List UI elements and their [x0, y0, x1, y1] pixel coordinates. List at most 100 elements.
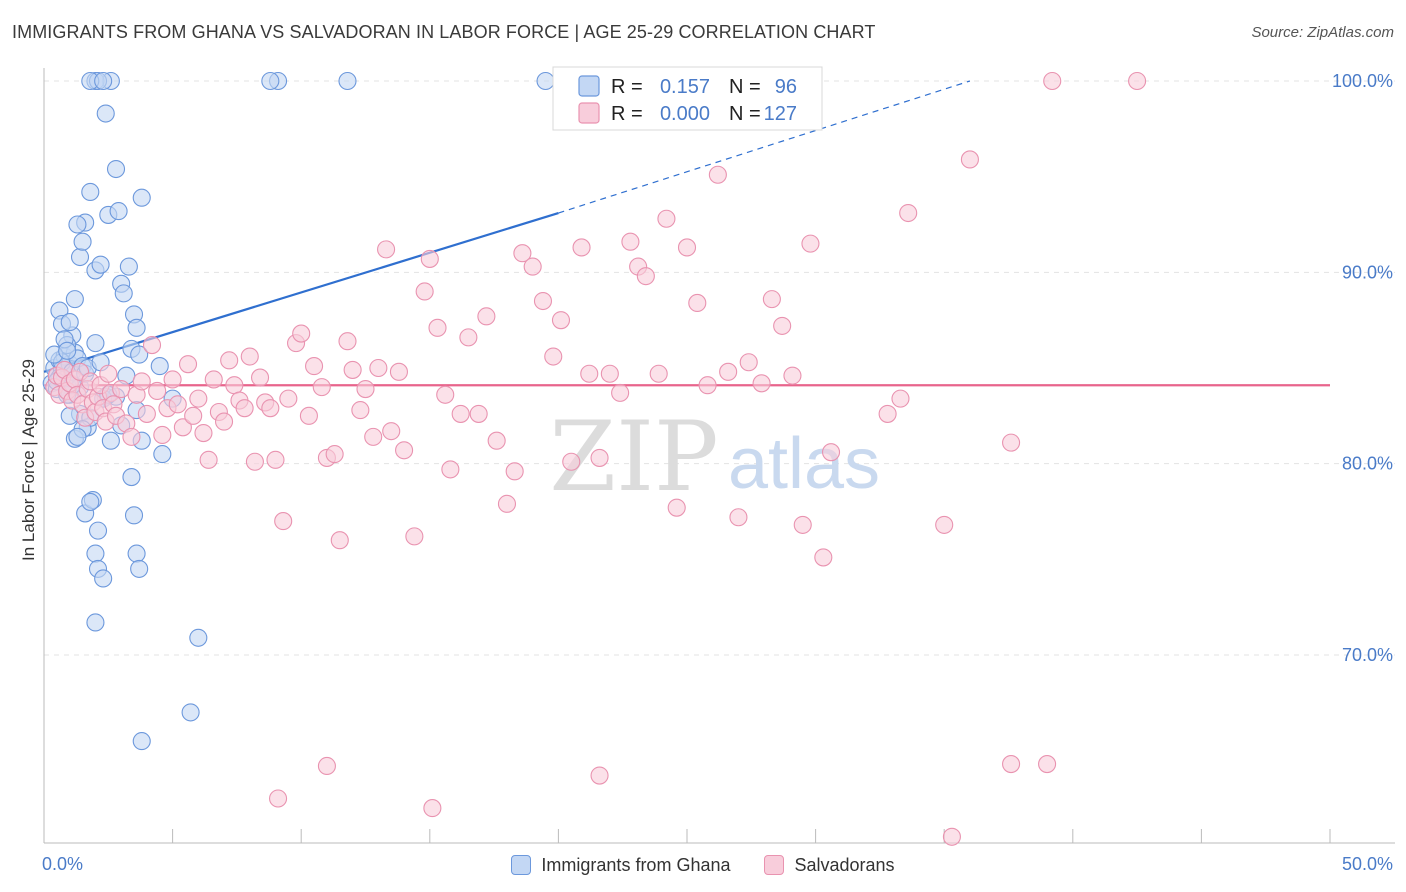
data-point-pink [415, 282, 434, 301]
data-point-blue [91, 255, 110, 274]
data-point-pink [441, 460, 460, 479]
data-point-pink [112, 379, 131, 399]
data-point-pink [99, 364, 118, 383]
data-point-pink [137, 404, 156, 423]
data-point-pink [436, 385, 455, 404]
data-point-pink [698, 376, 717, 395]
data-point-pink [708, 165, 727, 184]
data-point-pink [343, 360, 362, 379]
y-tick-label: 80.0% [1342, 454, 1393, 474]
data-point-pink [891, 389, 910, 408]
data-point-pink [793, 515, 812, 534]
data-point-blue [86, 544, 105, 563]
data-point-blue [181, 703, 200, 722]
data-point-pink [523, 257, 542, 276]
stats-legend: R = 0.157 N = 96 R = 0.000 N = 127 [552, 66, 823, 131]
stats-swatch-blue [578, 75, 600, 97]
data-point-pink [762, 290, 781, 309]
data-point-blue [58, 341, 77, 360]
data-point-pink [657, 209, 676, 228]
data-point-pink [1038, 755, 1057, 774]
x-tick-label: 50.0% [1342, 854, 1393, 874]
legend-item-salvadorans[interactable]: Salvadorans [764, 855, 895, 876]
data-point-pink [214, 412, 234, 431]
data-point-blue [189, 628, 208, 647]
data-point-blue [338, 71, 357, 91]
data-point-blue [96, 104, 115, 123]
data-point-blue [124, 506, 144, 525]
data-point-pink [677, 238, 697, 257]
data-point-blue [68, 427, 87, 446]
data-point-pink [405, 527, 424, 546]
data-point-pink [739, 353, 758, 372]
data-point-pink [469, 404, 488, 423]
data-point-pink [428, 318, 447, 337]
y-tick-label: 100.0% [1332, 71, 1393, 91]
data-point-blue [132, 188, 151, 207]
x-tick-label: 0.0% [42, 854, 83, 874]
data-point-pink [513, 244, 532, 263]
data-point-pink [611, 383, 630, 402]
data-point-pink [199, 450, 218, 469]
data-point-pink [459, 328, 478, 347]
data-point-blue [119, 257, 138, 276]
data-point-pink [250, 368, 270, 387]
data-point-blue [86, 613, 105, 632]
data-point-pink [163, 370, 182, 389]
data-point-pink [142, 335, 162, 355]
data-point-pink [364, 427, 383, 446]
data-point-blue [536, 71, 555, 91]
data-point-pink [649, 364, 668, 383]
data-point-pink [189, 389, 208, 408]
data-point-blue [86, 334, 105, 353]
source-label: Source: ZipAtlas.com [1251, 24, 1394, 41]
data-point-blue [94, 71, 113, 91]
data-point-pink [389, 362, 408, 381]
data-point-pink [220, 351, 239, 370]
data-point-pink [590, 766, 609, 785]
data-point-pink [636, 267, 655, 286]
y-tick-label: 70.0% [1342, 645, 1393, 665]
stats-r-label: R = [611, 76, 643, 98]
chart-title: IMMIGRANTS FROM GHANA VS SALVADORAN IN L… [12, 22, 876, 42]
data-point-pink [204, 370, 223, 389]
data-point-pink [423, 799, 442, 818]
data-point-pink [1128, 71, 1147, 91]
data-point-pink [487, 431, 506, 450]
data-point-pink [729, 508, 748, 527]
legend-swatch-salvadorans [764, 855, 785, 875]
data-point-blue [70, 247, 90, 267]
axes [43, 68, 1395, 844]
stats-r-value: 0.000 [660, 103, 710, 125]
data-point-pink [148, 381, 167, 401]
data-point-pink [773, 316, 792, 335]
data-point-pink [420, 249, 439, 268]
data-point-pink [899, 203, 918, 223]
data-point-blue [106, 159, 126, 179]
data-point-pink [533, 291, 553, 311]
data-point-pink [572, 238, 591, 257]
data-point-pink [194, 424, 213, 443]
legend-label-ghana: Immigrants from Ghana [541, 854, 731, 875]
stats-swatch-pink [578, 102, 600, 124]
data-point-pink [544, 347, 563, 366]
data-point-pink [292, 324, 311, 343]
data-point-blue [94, 569, 113, 588]
data-point-pink [356, 379, 375, 399]
y-tick-label: 90.0% [1342, 262, 1393, 282]
data-point-pink [382, 422, 401, 441]
data-point-blue [68, 215, 87, 234]
watermark-atlas: atlas [728, 424, 880, 504]
data-point-blue [81, 492, 100, 511]
data-point-blue [130, 559, 149, 578]
data-point-blue [130, 345, 149, 364]
data-point-blue [109, 202, 128, 221]
data-point-blue [122, 468, 141, 487]
data-point-pink [960, 150, 979, 169]
data-point-blue [127, 544, 146, 563]
stats-r-label: R = [611, 103, 643, 125]
data-point-blue [65, 290, 84, 309]
legend-item-ghana[interactable]: Immigrants from Ghana [511, 855, 730, 876]
data-point-pink [878, 404, 897, 423]
